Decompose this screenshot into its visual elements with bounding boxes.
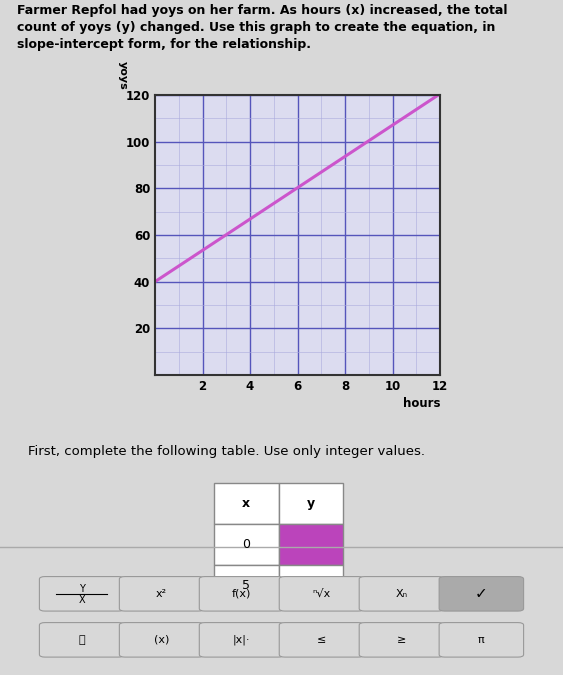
- FancyBboxPatch shape: [359, 576, 444, 611]
- FancyBboxPatch shape: [39, 576, 124, 611]
- X-axis label: hours: hours: [403, 398, 440, 410]
- FancyBboxPatch shape: [119, 576, 204, 611]
- Text: X: X: [78, 595, 85, 605]
- Text: First, complete the following table. Use only integer values.: First, complete the following table. Use…: [28, 445, 425, 458]
- FancyBboxPatch shape: [439, 576, 524, 611]
- Text: ≥: ≥: [397, 635, 406, 645]
- Text: Y: Y: [79, 583, 84, 593]
- Text: ⁿ√x: ⁿ√x: [312, 589, 330, 599]
- FancyBboxPatch shape: [199, 576, 284, 611]
- FancyBboxPatch shape: [359, 622, 444, 657]
- Text: 🗑: 🗑: [78, 635, 85, 645]
- Text: π: π: [478, 635, 485, 645]
- Text: ≤: ≤: [317, 635, 326, 645]
- FancyBboxPatch shape: [279, 576, 364, 611]
- FancyBboxPatch shape: [439, 622, 524, 657]
- FancyBboxPatch shape: [279, 622, 364, 657]
- FancyBboxPatch shape: [39, 622, 124, 657]
- Text: Xₙ: Xₙ: [395, 589, 408, 599]
- FancyBboxPatch shape: [199, 622, 284, 657]
- Text: |x|·: |x|·: [233, 634, 251, 645]
- Text: x²: x²: [156, 589, 167, 599]
- Text: 0: 0: [242, 538, 251, 551]
- Text: 5: 5: [242, 579, 251, 592]
- Text: Farmer Repfol had yoys on her farm. As hours (x) increased, the total
count of y: Farmer Repfol had yoys on her farm. As h…: [17, 4, 507, 51]
- FancyBboxPatch shape: [119, 622, 204, 657]
- Text: (x): (x): [154, 635, 169, 645]
- Text: yoys: yoys: [118, 61, 128, 89]
- Text: y: y: [307, 497, 315, 510]
- Text: f(x): f(x): [232, 589, 251, 599]
- Text: ✓: ✓: [475, 587, 488, 601]
- Text: x: x: [242, 497, 251, 510]
